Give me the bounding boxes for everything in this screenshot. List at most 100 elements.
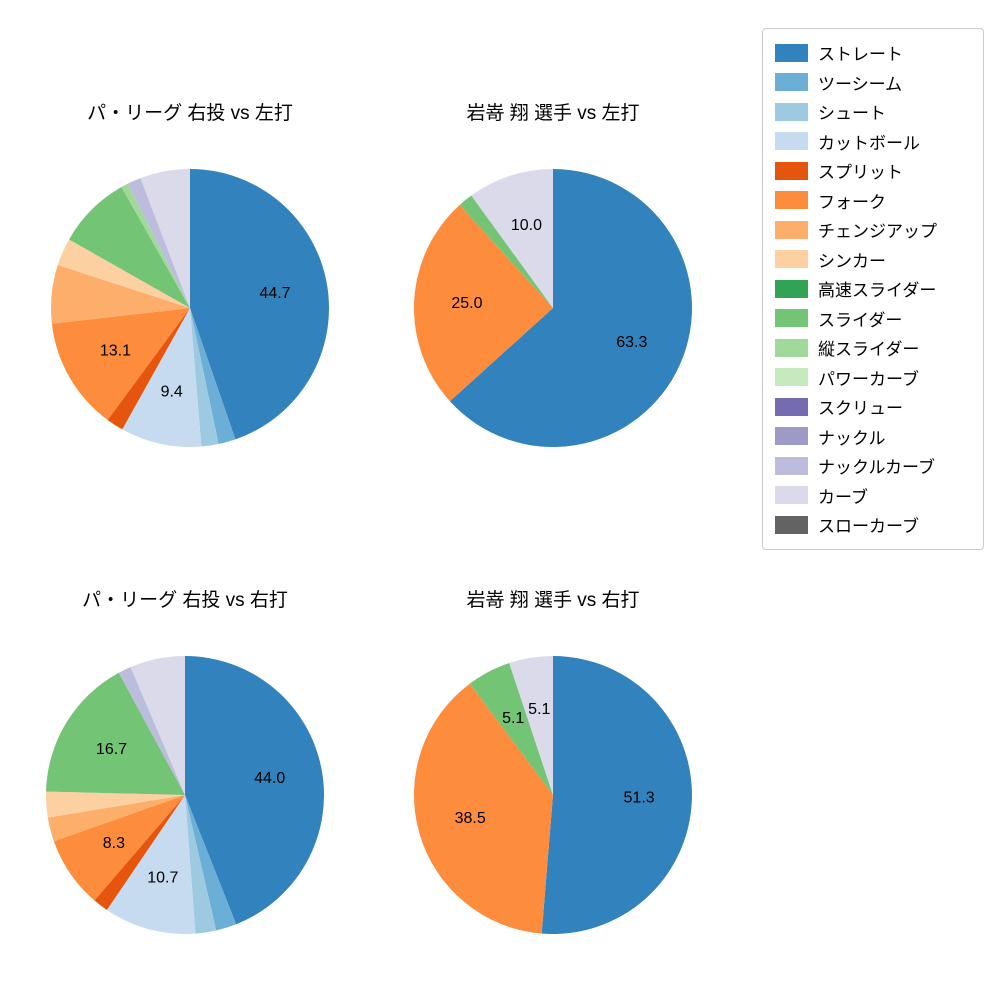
- legend-item: フォーク: [775, 186, 971, 216]
- legend-item-label: カーブ: [818, 487, 868, 507]
- pie-slice: [459, 195, 553, 308]
- pie-slice-label: 63.3: [616, 334, 647, 351]
- pie-slice-label: 38.5: [455, 810, 486, 827]
- legend-swatch-icon: [775, 191, 808, 210]
- pie-slice: [190, 308, 219, 447]
- legend-swatch-icon: [775, 161, 808, 180]
- legend-swatch-icon: [775, 102, 808, 121]
- legend-item-label: ナックル: [818, 428, 886, 448]
- pie-slice: [413, 683, 553, 934]
- legend-swatch-icon: [775, 338, 808, 357]
- pie-slice: [106, 795, 196, 935]
- pie-slice: [51, 308, 190, 420]
- pie-svg: 63.3 25.0 10.0: [413, 169, 692, 447]
- pie-slice-label: 16.7: [96, 741, 127, 758]
- chart-title: 岩嵜 翔 選手 vs 左打: [466, 103, 640, 124]
- pie-svg: 51.3 38.5 5.15.1: [413, 656, 692, 934]
- pie-slice: [53, 795, 185, 901]
- legend-item: ナックルカーブ: [775, 451, 971, 481]
- legend-item: シュート: [775, 97, 971, 127]
- pie-slice: [449, 169, 692, 447]
- legend-item: 縦スライダー: [775, 333, 971, 363]
- pie-slice: [471, 169, 553, 308]
- legend-item-label: ストレート: [818, 45, 903, 65]
- pie-slice: [69, 187, 190, 308]
- legend-item-label: フォーク: [818, 192, 886, 212]
- legend-item-label: スクリュー: [818, 399, 903, 419]
- pie-slice-label: 5.1: [502, 710, 524, 727]
- legend-item: スライダー: [775, 304, 971, 334]
- pie-slice: [121, 183, 190, 308]
- pie-chart-player-vs-left: 岩嵜 翔 選手 vs 左打 63.3 25.0 10.0: [403, 100, 703, 448]
- pie-slice-label: 10.7: [147, 870, 178, 887]
- legend-item: ナックル: [775, 422, 971, 452]
- legend-item-label: 縦スライダー: [818, 340, 920, 360]
- legend-item-label: スプリット: [818, 163, 903, 183]
- legend-item: スローカーブ: [775, 510, 971, 540]
- legend-item: カットボール: [775, 127, 971, 157]
- pie-chart-league-vs-left: パ・リーグ 右投 vs 左打 44.7 9.4 13.1: [40, 100, 340, 448]
- pie-slice: [190, 308, 236, 445]
- pie-slice-label: 44.7: [259, 285, 290, 302]
- legend-swatch-icon: [775, 427, 808, 446]
- pie-slice: [413, 204, 553, 402]
- legend-swatch-icon: [775, 279, 808, 298]
- legend: ストレート ツーシーム シュート カットボール スプリット フォーク チェンジア…: [762, 28, 984, 550]
- pie-chart-league-vs-right: パ・リーグ 右投 vs 右打 44.0 10.7 8.3 16.7: [35, 587, 335, 935]
- pie-slice: [122, 308, 202, 448]
- pie-slice: [130, 656, 185, 795]
- legend-swatch-icon: [775, 368, 808, 387]
- legend-swatch-icon: [775, 250, 808, 269]
- pie-slice: [541, 656, 692, 934]
- pie-slice: [127, 178, 190, 308]
- chart-title: パ・リーグ 右投 vs 右打: [82, 590, 288, 611]
- pie-slice-label: 13.1: [100, 342, 131, 359]
- pie-slice: [107, 308, 190, 430]
- legend-swatch-icon: [775, 309, 808, 328]
- chart-title: パ・リーグ 右投 vs 左打: [87, 103, 293, 124]
- legend-item-label: 高速スライダー: [818, 281, 937, 301]
- legend-item: チェンジアップ: [775, 215, 971, 245]
- pie-slice: [118, 667, 185, 795]
- pie-slice: [94, 795, 185, 910]
- legend-item: スクリュー: [775, 392, 971, 422]
- pie-slice: [185, 656, 325, 925]
- pie-slice: [51, 265, 190, 324]
- pie-slice: [46, 672, 185, 795]
- pie-slice: [469, 663, 553, 795]
- legend-item: パワーカーブ: [775, 363, 971, 393]
- legend-swatch-icon: [775, 456, 808, 475]
- pie-slice-label: 10.0: [511, 217, 542, 234]
- legend-item-label: ツーシーム: [818, 74, 903, 94]
- legend-item: ストレート: [775, 38, 971, 68]
- pie-svg: 44.0 10.7 8.3 16.7: [45, 656, 325, 935]
- legend-swatch-icon: [775, 132, 808, 151]
- pie-svg: 44.7 9.4 13.1: [51, 169, 329, 448]
- legend-swatch-icon: [775, 220, 808, 239]
- legend-swatch-icon: [775, 397, 808, 416]
- pie-slice: [140, 169, 190, 308]
- legend-item-label: カットボール: [818, 133, 920, 153]
- legend-item-label: チェンジアップ: [818, 222, 937, 242]
- pie-slice-label: 25.0: [451, 295, 482, 312]
- legend-swatch-icon: [775, 43, 808, 62]
- pie-slice: [185, 795, 217, 934]
- pie-slice: [190, 169, 329, 440]
- pie-slice-label: 9.4: [161, 383, 183, 400]
- pie-slice: [57, 239, 190, 308]
- legend-swatch-icon: [775, 515, 808, 534]
- legend-item-label: スローカーブ: [818, 517, 919, 537]
- pie-slice-label: 8.3: [103, 835, 125, 852]
- legend-item-label: パワーカーブ: [818, 369, 919, 389]
- legend-swatch-icon: [775, 73, 808, 92]
- pie-slice: [509, 656, 553, 795]
- legend-item: シンカー: [775, 245, 971, 275]
- legend-item-label: ナックルカーブ: [818, 458, 935, 478]
- legend-item: 高速スライダー: [775, 274, 971, 304]
- legend-item: スプリット: [775, 156, 971, 186]
- pie-chart-player-vs-right: 岩嵜 翔 選手 vs 右打 51.3 38.5 5.1 5.1: [403, 587, 703, 935]
- pie-slice-label: 44.0: [254, 770, 285, 787]
- legend-item-label: スライダー: [818, 310, 903, 330]
- legend-item: ツーシーム: [775, 68, 971, 98]
